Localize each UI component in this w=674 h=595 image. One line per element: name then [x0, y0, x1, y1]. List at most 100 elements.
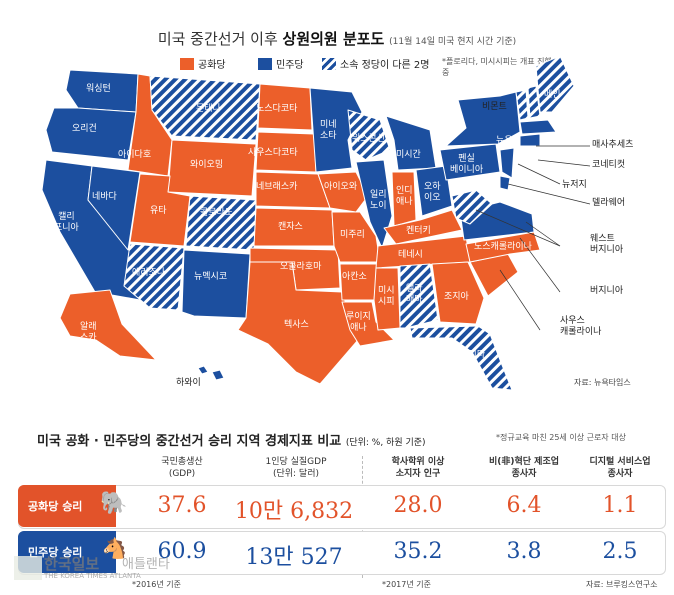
label-ga: 조지아 [444, 292, 469, 302]
state-mn [309, 87, 363, 173]
democrat-win-text: 민주당 승리 [28, 546, 83, 559]
state-al [399, 263, 439, 329]
comparison-unit: (단위: %, 하원 기준) [345, 438, 426, 448]
col-header-digital: 디지털 서비스업 종사자 [589, 457, 651, 479]
label-ak: 알래 스카 [80, 322, 97, 343]
label-wv: 웨스트 버지니아 [590, 234, 624, 255]
label-al: 앨라 배마 [406, 284, 423, 305]
label-ms: 미시 시피 [378, 286, 395, 307]
state-de [499, 175, 511, 191]
state-fl [409, 325, 513, 391]
label-ma: 매사추세츠 [592, 140, 634, 150]
col-header-gdp: 국민총생산 (GDP) [161, 457, 203, 479]
label-nv: 네바다 [92, 192, 117, 202]
republican-win-label: 공화당 승리 [18, 485, 116, 527]
col-header-manufacturing: 비(非)혁단 제조업 종사자 [488, 457, 560, 479]
footnote-2016: *2016년 기준 [132, 580, 181, 589]
map-source: 자료: 뉴욕타임스 [574, 378, 631, 387]
state-ny [445, 91, 521, 147]
title-prefix: 미국 중간선거 이후 [157, 30, 278, 48]
label-mn: 미네 소타 [320, 120, 337, 141]
label-ut: 유타 [150, 206, 167, 216]
democrat-swatch [258, 57, 272, 70]
florida-note: *플로리다, 미시시피는 개표 진행 중 [442, 57, 552, 77]
state-nm [181, 249, 251, 319]
comparison-note: *정규교육 마친 25세 이상 근로자 대상 [496, 433, 626, 442]
label-nj: 뉴저지 [562, 180, 587, 190]
title-note: (11월 14일 미국 현지 시간 기준) [389, 37, 517, 47]
legend-democrat-label: 민주당 [276, 60, 304, 71]
label-mo: 미주리 [340, 230, 365, 240]
label-mt: 몬태나 [196, 104, 221, 114]
label-ok: 오클라호마 [280, 262, 322, 272]
label-nm: 뉴멕시코 [194, 272, 228, 282]
state-co [185, 195, 257, 251]
state-az [123, 243, 185, 311]
dem-digital: 2.5 [602, 539, 638, 564]
dem-gdp: 60.9 [157, 539, 207, 564]
state-me [535, 55, 575, 113]
state-wy [167, 139, 257, 197]
label-il: 일리 노이 [370, 190, 387, 211]
rep-bachelor: 28.0 [393, 493, 443, 518]
state-ak [59, 289, 157, 361]
label-me: 메인 [544, 90, 561, 100]
elephant-icon: 🐘 [100, 491, 128, 516]
dem-gdp-per-capita: 13만 527 [245, 545, 343, 570]
state-ms [373, 267, 401, 331]
state-ga [431, 261, 485, 325]
mixed-swatch [322, 57, 336, 70]
state-wv [451, 189, 493, 225]
state-hi [197, 365, 209, 375]
dem-bachelor: 35.2 [393, 539, 443, 564]
label-ca: 캘리 포니아 [54, 212, 79, 233]
row-democrat [18, 531, 666, 575]
label-la: 루이지 애나 [346, 312, 371, 333]
republican-swatch [180, 57, 194, 70]
label-vt: 비몬트 [482, 102, 507, 112]
rep-gdp-per-capita: 10만 6,832 [234, 499, 354, 524]
label-tn: 테네시 [398, 250, 423, 260]
state-ia [317, 171, 369, 213]
label-fl: 플로리다 [452, 350, 486, 360]
state-pa [439, 143, 501, 181]
democrat-win-label: 민주당 승리 [18, 531, 116, 573]
state-mt [149, 75, 261, 141]
label-tx: 텍사스 [284, 320, 309, 330]
label-ny: 뉴욕 [496, 136, 513, 146]
rep-gdp: 37.6 [157, 493, 207, 518]
state-wi [347, 109, 391, 161]
rep-digital: 1.1 [602, 493, 638, 518]
state-ct [519, 133, 541, 147]
state-nj [499, 147, 515, 179]
label-sd: 사우스다코타 [248, 148, 298, 158]
label-nd: 노스다코타 [256, 104, 298, 114]
state-ky [383, 209, 463, 245]
footnote-2017: *2017년 기준 [382, 580, 431, 589]
us-senate-map [41, 55, 591, 391]
title-highlight: 상원의원 분포도 [282, 30, 385, 48]
label-mi: 미시간 [396, 150, 421, 160]
legend-mixed: 소속 정당이 다른 2명 [322, 56, 430, 71]
dem-manufacturing: 3.8 [506, 539, 542, 564]
state-la [341, 301, 395, 347]
label-wa: 워싱턴 [86, 84, 111, 94]
watermark-name: 한국일보 [44, 555, 100, 573]
label-ia: 아이오와 [324, 182, 358, 192]
label-va: 버지니아 [590, 286, 624, 296]
label-nc: 노스캐롤라이나 [474, 242, 532, 252]
label-ct: 코네티컷 [592, 160, 626, 170]
republican-win-text: 공화당 승리 [28, 500, 83, 513]
legend-mixed-label: 소속 정당이 다른 2명 [340, 60, 430, 71]
state-in [391, 171, 417, 227]
comparison-title-text: 미국 공화 · 민주당의 중간선거 승리 지역 경제지표 비교 [37, 434, 342, 449]
map-title: 미국 중간선거 이후 상원의원 분포도 (11월 14일 미국 현지 시간 기준… [0, 28, 674, 49]
state-mi [385, 115, 437, 171]
label-pa: 펜실 베이니아 [450, 154, 484, 175]
label-co: 콜로라도 [200, 208, 234, 218]
comparison-source: 자료: 브루킹스연구소 [586, 580, 658, 589]
watermark-sub: THE KOREA TIMES ATLANTA [44, 572, 141, 580]
state-hi-2 [211, 369, 225, 381]
state-nv [87, 165, 141, 251]
label-in: 인디 애나 [396, 186, 413, 207]
